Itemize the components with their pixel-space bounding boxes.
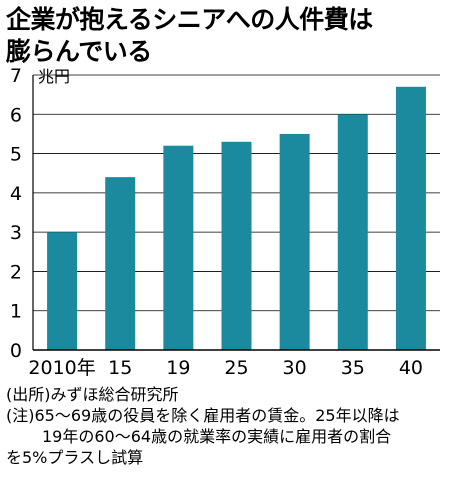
y-tick-label: 3	[10, 222, 22, 244]
x-tick-label: 40	[399, 357, 423, 379]
title-line-2: 膨らんでいる	[6, 37, 152, 66]
x-tick-label: 35	[341, 357, 365, 379]
source-note: (出所)みずほ総合研究所	[6, 385, 179, 404]
bar	[395, 86, 426, 351]
bar	[337, 114, 368, 351]
title-line-1: 企業が抱えるシニアへの人件費は	[6, 5, 373, 34]
y-unit-label: 兆円	[38, 67, 70, 86]
y-tick-label: 4	[10, 183, 22, 205]
bar	[105, 177, 136, 350]
footnote-line-3: を5%プラスし試算	[6, 448, 144, 467]
chart-title: 企業が抱えるシニアへの人件費は 膨らんでいる	[6, 4, 446, 68]
footnote-line-2: 19年の60～64歳の就業率の実績に雇用者の割合	[42, 427, 392, 446]
bar	[163, 145, 194, 350]
y-tick-label: 1	[10, 301, 22, 323]
chart-notes: (出所)みずほ総合研究所 (注)65～69歳の役員を除く雇用者の賃金。25年以降…	[6, 384, 446, 468]
x-tick-label: 25	[224, 357, 248, 379]
y-tick-label: 0	[10, 340, 22, 362]
bar	[279, 133, 310, 350]
x-tick-label: 15	[108, 357, 132, 379]
y-tick-label: 6	[10, 104, 22, 126]
bar	[221, 141, 252, 350]
x-tick-label: 19	[166, 357, 190, 379]
x-tick-label: 2010年	[28, 357, 95, 379]
y-tick-label: 7	[10, 65, 22, 87]
bar	[47, 232, 78, 350]
y-tick-label: 5	[10, 144, 22, 166]
footnote-line-1: (注)65～69歳の役員を除く雇用者の賃金。25年以降は	[6, 406, 400, 425]
x-tick-label: 30	[283, 357, 307, 379]
y-tick-label: 2	[10, 261, 22, 283]
